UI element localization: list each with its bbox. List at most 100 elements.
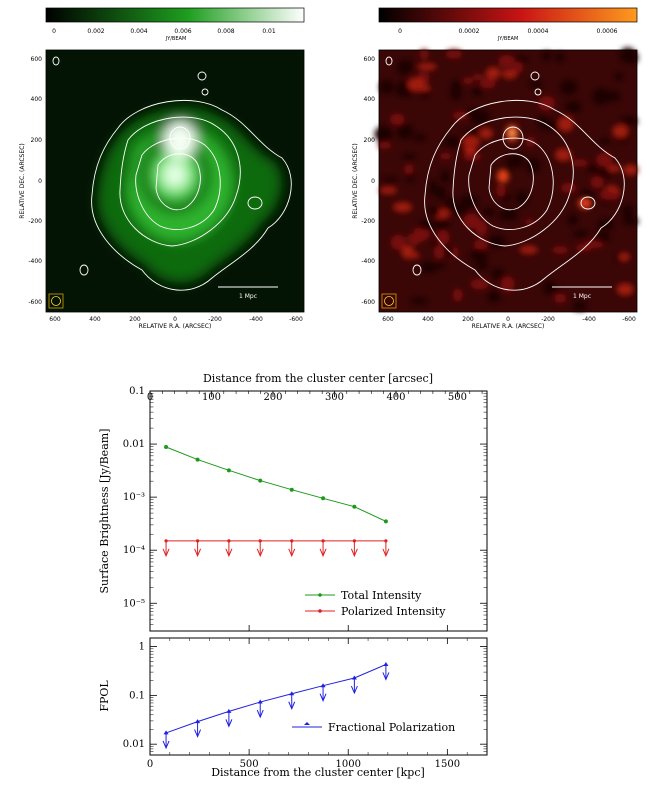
total-intensity-point (226, 468, 231, 473)
total-intensity-point (258, 478, 263, 483)
noise-blob (616, 283, 634, 296)
noise-blob (573, 230, 589, 238)
noise-blob (560, 80, 578, 95)
y-tick-label: 10⁻⁵ (123, 598, 145, 609)
y-label-fpol: FPOL (98, 680, 111, 712)
noise-blob (502, 68, 518, 80)
noise-blob (612, 124, 629, 138)
noise-blob (592, 88, 611, 105)
noise-blob (417, 63, 437, 71)
noise-blob (401, 244, 415, 259)
x-tick-label: 500 (240, 759, 259, 770)
noise-blob (444, 136, 462, 148)
xtick: 0 (173, 316, 177, 323)
polarized-intensity-point (352, 539, 356, 543)
noise-blob (513, 61, 524, 73)
xtick: -600 (622, 316, 636, 323)
map-total-xticks: 600 400 200 0 -200 -400 -600 (49, 316, 303, 323)
ytick: 600 (31, 56, 43, 63)
scale-bar-polarized-label: 1 Mpc (573, 293, 591, 300)
noise-blob (472, 73, 484, 80)
noise-blob (440, 170, 450, 183)
total-intensity-point (164, 445, 169, 450)
chart-fpol: FPOL Distance from the cluster center [k… (98, 637, 488, 779)
noise-blob (481, 208, 496, 216)
fpol-point (383, 661, 389, 666)
noise-blob (397, 123, 414, 140)
noise-blob (486, 235, 506, 249)
fpol-point (320, 683, 326, 688)
noise-blob (498, 54, 515, 68)
noise-blob (554, 148, 572, 162)
fpol-point (289, 691, 295, 696)
noise-blob (543, 286, 561, 294)
noise-blob (498, 209, 518, 221)
xtick: 400 (89, 316, 101, 323)
ytick: 400 (31, 96, 43, 103)
colorbar-polarized (378, 7, 638, 23)
colorbar-polarized-tick: 0.0004 (528, 28, 549, 35)
ytick: 0 (38, 178, 42, 185)
y-tick-label: 10⁻⁴ (123, 545, 145, 556)
colorbar-polarized-tick: 0 (398, 28, 402, 35)
fpol-tick-labels: 0 500 1000 1500 1 0.1 0.01 (123, 642, 460, 770)
colorbar-total-tick: 0.002 (87, 28, 104, 35)
map-total-xlabel: RELATIVE R.A. (ARCSEC) (139, 323, 212, 330)
ytick: -200 (28, 218, 42, 225)
xtick: 400 (422, 316, 434, 323)
noise-blob (607, 164, 621, 172)
colorbar-total-unit: JY/BEAM (165, 36, 187, 42)
colorbar-total-tick: 0 (52, 28, 56, 35)
noise-blob (463, 213, 481, 229)
noise-blob (479, 78, 496, 89)
total-intensity-point (195, 457, 200, 462)
map-polarized-intensity: 0 0.0002 0.0004 0.0006 JY/BEAM 1 Mp (352, 7, 639, 330)
fpol-upper-limit-arrow (319, 693, 327, 702)
noise-blob (420, 261, 438, 273)
fpol-point (351, 675, 357, 680)
noise-blob (428, 206, 440, 217)
y-tick-label: 0.01 (123, 739, 145, 750)
noise-blob (459, 195, 479, 208)
x-top-tick-label: 300 (325, 392, 344, 403)
noise-blob (515, 190, 529, 206)
noise-blob (434, 219, 450, 231)
x-top-tick-label: 100 (202, 392, 221, 403)
fpol-series (162, 661, 390, 750)
ytick: -600 (28, 299, 42, 306)
fpol-upper-limit-arrow (256, 709, 264, 719)
colorbar-total-ticks: 0 0.002 0.004 0.006 0.008 0.01 (52, 28, 276, 35)
x-tick-label: 1500 (435, 759, 460, 770)
ytick: -200 (361, 218, 375, 225)
colorbar-polarized-ticks: 0 0.0002 0.0004 0.0006 (398, 28, 618, 35)
noise-blob (500, 276, 515, 293)
fpol-upper-limit-arrow (350, 685, 358, 695)
noise-blob (575, 244, 592, 252)
beam-total (48, 293, 64, 309)
polarized-intensity-point (258, 539, 262, 543)
noise-blob (561, 183, 577, 193)
colorbar-total-tick: 0.006 (174, 28, 191, 35)
fpol-upper-limit-arrow (382, 672, 390, 681)
y-tick-label: 0.1 (129, 690, 145, 701)
colorbar-total-tick: 0.01 (262, 28, 276, 35)
total-intensity-point (289, 487, 294, 492)
ytick: -600 (361, 299, 375, 306)
noise-blob (619, 252, 630, 262)
ytick: -400 (361, 258, 375, 265)
noise-blob (436, 230, 450, 245)
noise-blob (418, 220, 436, 230)
noise-blob (505, 154, 525, 168)
noise-blob (450, 87, 462, 100)
x-top-label: Distance from the cluster center [arcsec… (203, 372, 433, 385)
xtick: 200 (129, 316, 141, 323)
ytick: 400 (364, 96, 376, 103)
colorbar-total-tick: 0.008 (217, 28, 234, 35)
noise-blob (487, 290, 501, 303)
noise-blob (555, 52, 565, 63)
x-top-tick-label: 400 (386, 392, 405, 403)
noise-blob (599, 138, 611, 145)
colorbar-polarized-tick: 0.0006 (597, 28, 618, 35)
ytick: 600 (364, 56, 376, 63)
y-tick-label: 10⁻³ (123, 492, 145, 503)
